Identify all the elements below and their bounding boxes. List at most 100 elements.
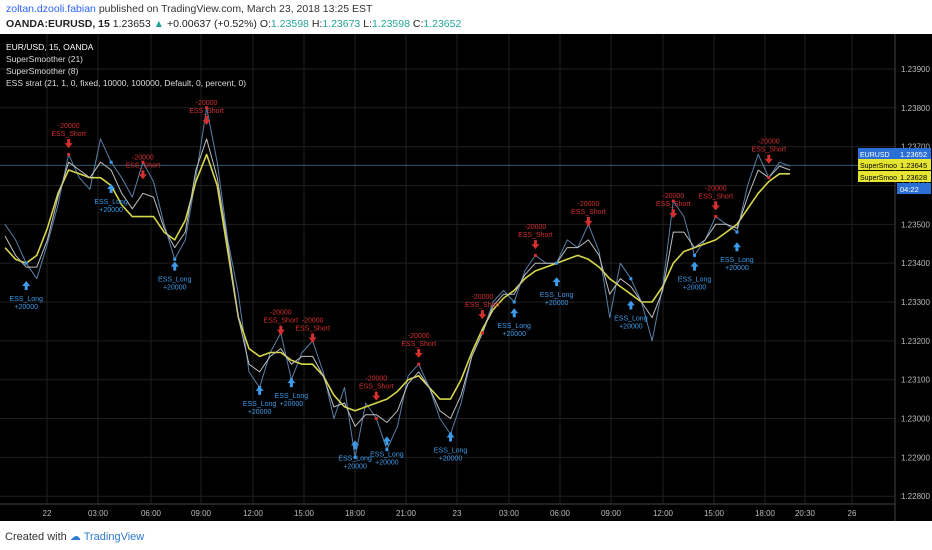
long-arrow-icon	[22, 281, 31, 291]
short-signal-label: ESS_Short	[751, 147, 786, 154]
chart-area[interactable]: 1.22800 1.22900 1.23000 1.23100 1.23200 1.233…	[0, 34, 932, 521]
entry-marker	[279, 331, 283, 335]
price-tick-label: 1.23900	[901, 65, 930, 74]
time-axis[interactable]: 22 03:00 06:00 09:00 12:00 15:00 18:00 21:00 23 0…	[0, 503, 895, 518]
short-arrow-icon	[308, 333, 317, 343]
price-tag-label-bg	[858, 171, 902, 182]
time-tick-label: 12:00	[243, 509, 264, 518]
long-signal-amount: +20000	[163, 285, 187, 292]
price-tag-label-bg	[858, 148, 902, 159]
short-signal-amount: -20000	[132, 154, 154, 161]
short-signal-label: ESS_Short	[465, 302, 500, 309]
long-signal-amount: +20000	[619, 323, 643, 330]
price-tag-bg	[897, 148, 931, 159]
time-tick-label: 09:00	[191, 509, 212, 518]
long-arrow-icon	[690, 261, 699, 271]
time-tick-label: 21:00	[396, 509, 417, 518]
entry-marker	[512, 300, 516, 304]
short-signal-amount: -20000	[578, 201, 600, 208]
time-tick-label: 03:00	[499, 509, 520, 518]
long-arrow-icon	[732, 242, 741, 252]
long-arrow-icon	[170, 261, 179, 271]
short-signal-label: ESS_Short	[571, 209, 606, 216]
long-signal-amount: +20000	[99, 207, 123, 214]
low-value: 1.23598	[371, 18, 410, 30]
price-tick-label: 1.23500	[901, 220, 930, 229]
symbol-name: OANDA:EURUSD, 15	[6, 18, 110, 30]
price-tag-bg	[897, 171, 931, 182]
supersmoother-21-line	[4, 153, 790, 412]
price-tag-value: 1.23628	[900, 173, 927, 182]
short-signal-amount: -20000	[270, 310, 292, 317]
time-tick-label: 20:30	[795, 509, 816, 518]
price-tick-label: 1.23200	[901, 337, 930, 346]
tradingview-brand[interactable]: TradingView	[83, 531, 145, 543]
trade-signals: ESS_Long+20000ESS_Short-20000ESS_Long+20…	[9, 100, 786, 470]
short-arrow-icon	[711, 201, 720, 211]
short-signal-label: ESS_Short	[698, 193, 733, 200]
long-signal-label: ESS_Long	[9, 296, 43, 303]
time-tick-label: 12:00	[653, 509, 674, 518]
time-tick-label: 09:00	[601, 509, 622, 518]
short-signal-amount: -20000	[302, 317, 324, 324]
long-signal-label: ESS_Long	[540, 292, 574, 299]
long-arrow-icon	[382, 436, 391, 446]
long-signal-amount: +20000	[248, 409, 272, 416]
legend-entry: EUR/USD, 15, OANDA	[6, 42, 94, 52]
long-signal-label: ESS_Long	[678, 277, 712, 284]
long-arrow-icon	[552, 277, 561, 287]
long-arrow-icon	[107, 183, 116, 193]
entry-marker	[480, 331, 484, 335]
price-tick-label: 1.23700	[901, 143, 930, 152]
long-arrow-icon	[351, 440, 360, 450]
short-arrow-icon	[764, 154, 773, 164]
publish-line: zoltan.dzooli.fabian published on Tradin…	[6, 3, 372, 15]
price-tick-label: 1.23800	[901, 104, 930, 113]
price-tag-value: 04:22	[900, 185, 919, 194]
long-arrow-icon	[255, 385, 264, 395]
legend-entry: ESS strat (21, 1, 0, fixed, 10000, 10000…	[6, 78, 246, 88]
price-tick-label: 1.23400	[901, 259, 930, 268]
entry-marker	[205, 106, 209, 110]
entry-marker	[289, 378, 293, 382]
price-chart[interactable]: 1.22800 1.22900 1.23000 1.23100 1.23200 1.233…	[0, 34, 932, 521]
long-signal-amount: +20000	[683, 285, 707, 292]
time-tick-label: 18:00	[755, 509, 776, 518]
close-value: 1.23652	[423, 18, 462, 30]
long-arrow-icon	[626, 300, 635, 310]
high-value: 1.23673	[322, 18, 361, 30]
price-tag-bg	[897, 183, 931, 194]
author-link[interactable]: zoltan.dzooli.fabian	[6, 3, 96, 15]
tradingview-logo-icon: ☁	[69, 531, 81, 543]
price-axis-bg	[895, 34, 932, 521]
entry-marker	[767, 176, 771, 180]
short-arrow-icon	[372, 391, 381, 401]
price-axis[interactable]: 1.22800 1.22900 1.23000 1.23100 1.23200 1.233…	[894, 34, 932, 521]
short-signal-amount: -20000	[662, 193, 684, 200]
entry-marker	[714, 215, 718, 219]
ohlc-line: OANDA:EURUSD, 15 1.23653 ▲ +0.00637 (+0.…	[6, 18, 461, 30]
short-signal-label: ESS_Short	[263, 318, 298, 325]
long-signal-amount: +20000	[343, 463, 367, 470]
short-arrow-icon	[138, 170, 147, 180]
high-label: H:	[311, 18, 323, 30]
series-lines	[4, 107, 791, 458]
short-signal-amount: -20000	[58, 123, 80, 130]
long-signal-label: ESS_Long	[434, 448, 468, 455]
entry-marker	[311, 339, 315, 343]
chart-legend: EUR/USD, 15, OANDA SuperSmoother (21) Supe…	[6, 42, 246, 88]
long-signal-label: ESS_Long	[275, 393, 309, 400]
long-signal-label: ESS_Long	[158, 277, 192, 284]
short-arrow-icon	[584, 216, 593, 226]
long-signal-label: ESS_Long	[94, 199, 128, 206]
price-tick-label: 1.23000	[901, 415, 930, 424]
legend-entry: SuperSmoother (21)	[6, 54, 83, 64]
entry-marker	[693, 253, 697, 257]
short-signal-label: ESS_Short	[518, 232, 553, 239]
short-signal-amount: -20000	[196, 100, 218, 107]
short-arrow-icon	[276, 325, 285, 335]
long-arrow-icon	[446, 432, 455, 442]
long-signal-amount: +20000	[14, 304, 38, 311]
entry-marker	[374, 417, 378, 421]
time-tick-label: 26	[848, 509, 857, 518]
